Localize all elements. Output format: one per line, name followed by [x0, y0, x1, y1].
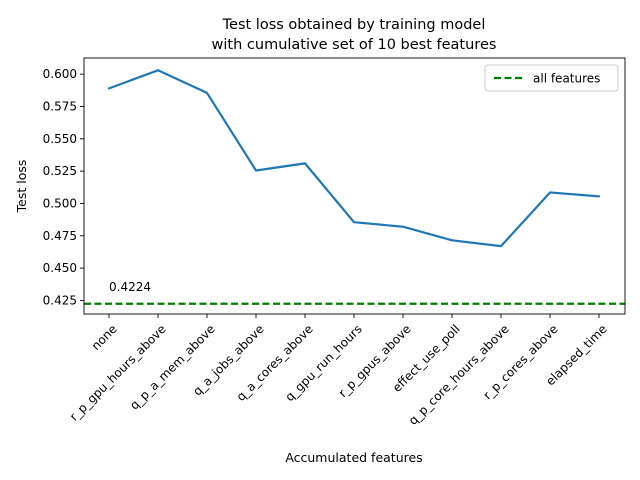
x-axis-label: Accumulated features [285, 450, 422, 465]
y-tick-label: 0.600 [43, 67, 77, 81]
chart-title: Test loss obtained by training model [222, 17, 486, 33]
plot-area: 0.425 0.450 0.475 0.500 0.525 0.550 0.575 0.600… [43, 67, 625, 428]
legend: all features [484, 64, 619, 92]
y-tick-label: 0.425 [43, 293, 77, 307]
y-tick-label: 0.525 [43, 164, 77, 178]
y-tick-label: 0.550 [43, 132, 77, 146]
legend-label-all-features: all features [533, 72, 600, 86]
y-tick-label: 0.575 [43, 99, 77, 113]
x-tick-label: q_p_a_mem_above [127, 322, 218, 413]
y-tick-label: 0.500 [43, 196, 77, 210]
y-tick-label: 0.450 [43, 261, 77, 275]
x-tick-label: q_p_core_hours_above [406, 322, 512, 428]
x-tick-label: r_p_gpu_hours_above [67, 322, 169, 424]
legend-box [484, 64, 619, 92]
series-line-0 [107, 69, 601, 248]
y-tick-label: 0.475 [43, 229, 77, 243]
reference-value-label: 0.4224 [109, 280, 151, 294]
chart-subtitle: with cumulative set of 10 best features [212, 37, 497, 53]
x-tick-label: none [89, 322, 120, 353]
plot-frame [83, 57, 626, 315]
y-axis-label: Test loss [14, 160, 29, 214]
